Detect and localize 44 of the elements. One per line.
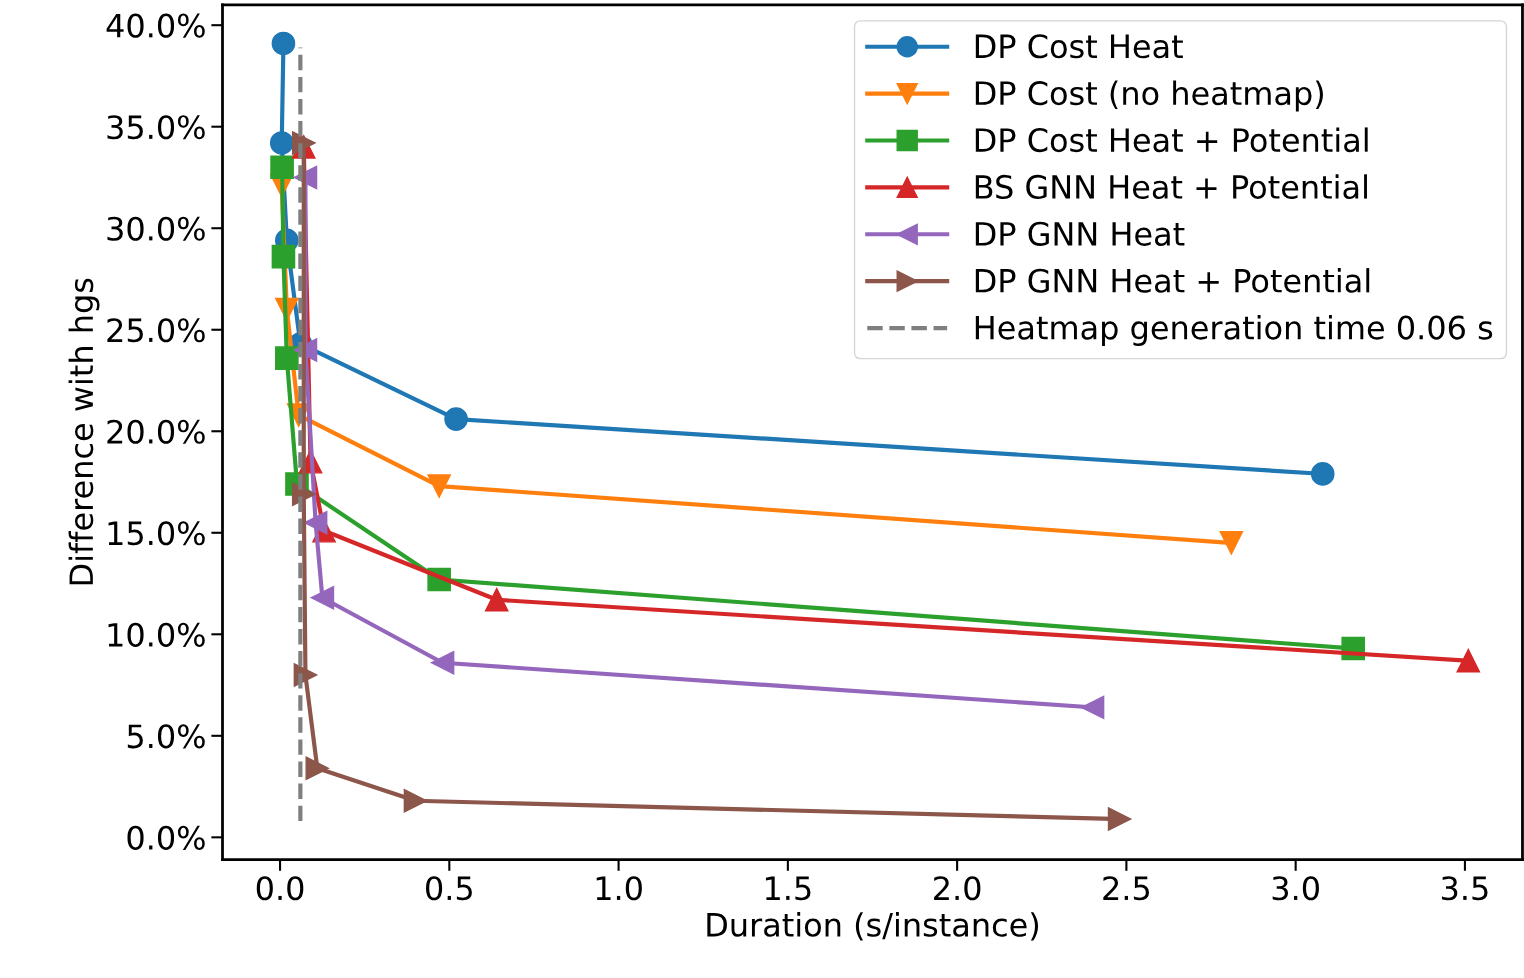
- point: [427, 474, 451, 498]
- y-tick-label: 10.0%: [108, 622, 205, 647]
- x-tick-label: 3.0: [1272, 876, 1319, 901]
- legend-label: DP Cost (no heatmap): [975, 80, 1323, 112]
- y-tick-label: 5.0%: [127, 724, 205, 749]
- x-tick-label: 1.5: [765, 876, 811, 901]
- point: [484, 587, 509, 612]
- y-tick-label: 25.0%: [107, 318, 205, 343]
- y-tick-label: 0.0%: [127, 825, 205, 850]
- point: [303, 510, 328, 535]
- point: [1107, 807, 1132, 831]
- y-tick-label: 35.0%: [107, 115, 205, 140]
- point: [1310, 462, 1335, 486]
- point: [271, 244, 296, 269]
- point: [1456, 648, 1481, 673]
- x-tick-label: 0.5: [426, 876, 472, 901]
- point: [403, 788, 428, 813]
- y-tick-label: 15.0%: [108, 521, 205, 546]
- y-tick-label: 20.0%: [107, 419, 205, 444]
- point: [305, 756, 330, 781]
- point: [444, 407, 468, 431]
- legend-label: DP Cost Heat: [975, 34, 1183, 59]
- point: [275, 346, 299, 370]
- y-tick-label: 30.0%: [107, 216, 205, 241]
- point: [269, 131, 294, 155]
- point: [1080, 695, 1105, 720]
- point: [270, 155, 294, 180]
- legend-label: DP GNN Heat + Potential: [975, 268, 1370, 293]
- point: [271, 31, 296, 56]
- x-axis-title: Duration (s/instance): [707, 912, 1039, 941]
- x-tick-label: 3.5: [1441, 876, 1488, 901]
- x-tick-label: 2.0: [934, 876, 981, 901]
- x-tick-label: 1.0: [596, 876, 642, 901]
- legend-label: Heatmap generation time 0.06 s: [975, 314, 1493, 346]
- legend-label: BS GNN Heat + Potential: [975, 174, 1367, 200]
- y-axis-title: Difference with hgs: [68, 278, 100, 585]
- point: [310, 585, 335, 610]
- legend-label: DP GNN Heat: [975, 221, 1185, 246]
- x-tick-label: 2.5: [1103, 876, 1149, 901]
- x-tick-label: 0.0: [256, 876, 304, 901]
- y-tick-label: 40.0%: [106, 13, 205, 38]
- point: [1219, 531, 1244, 555]
- legend-label: DP Cost Heat + Potential: [975, 127, 1368, 153]
- point: [430, 650, 455, 675]
